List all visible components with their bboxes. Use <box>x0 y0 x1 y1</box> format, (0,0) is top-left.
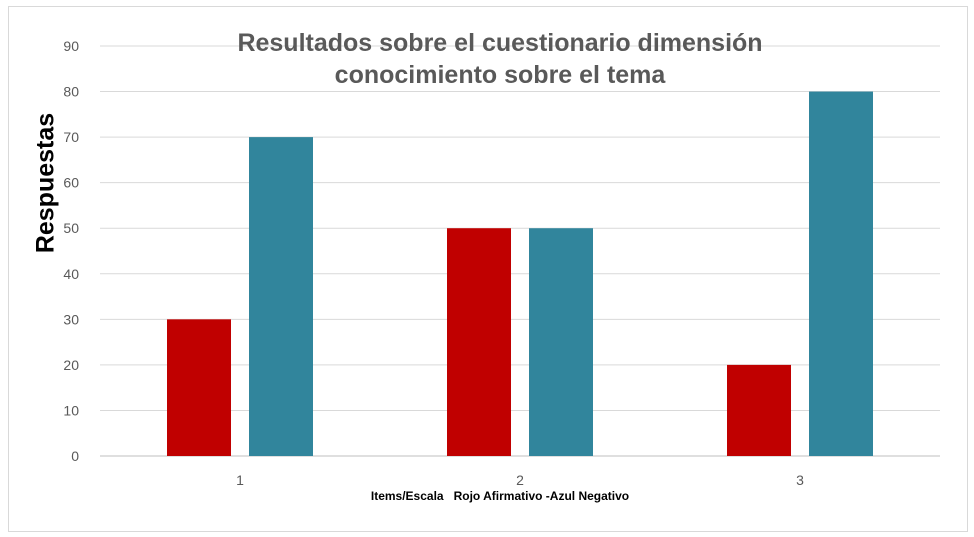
y-tick-label: 60 <box>63 175 79 191</box>
bars <box>167 91 873 457</box>
bar-series-1-category-2 <box>447 228 511 456</box>
bar-series-2-category-3 <box>809 91 873 457</box>
bar-series-1-category-1 <box>167 319 231 456</box>
y-axis-label: Respuestas <box>31 112 60 254</box>
y-tick-label: 20 <box>63 357 79 373</box>
y-tick-label: 10 <box>63 402 79 418</box>
chart-title-line-1: Resultados sobre el cuestionario dimensi… <box>237 29 763 57</box>
gridlines <box>100 45 940 457</box>
bar-series-1-category-3 <box>727 364 791 456</box>
bar-series-2-category-2 <box>529 228 593 456</box>
chart-frame <box>8 6 968 532</box>
x-tick-label: 1 <box>236 472 244 488</box>
x-tick-label: 3 <box>796 472 804 488</box>
y-tick-label: 70 <box>63 129 79 145</box>
y-tick-label: 50 <box>63 220 79 236</box>
y-tick-label: 30 <box>63 311 79 327</box>
x-tick-labels: 1 2 3 <box>236 472 804 488</box>
x-axis-label: Items/Escala Rojo Afirmativo -Azul Negat… <box>370 489 630 503</box>
y-tick-label: 0 <box>71 448 79 464</box>
y-axis-label-box: Respuestas <box>18 108 74 258</box>
bar-series-2-category-1 <box>249 137 313 456</box>
y-tick-labels: 0 10 20 30 40 50 60 70 80 90 <box>63 38 79 464</box>
y-tick-label: 80 <box>63 84 79 100</box>
chart-title-line-2: conocimiento sobre el tema <box>334 61 666 89</box>
y-tick-label: 90 <box>63 38 79 54</box>
x-tick-label: 2 <box>516 472 524 488</box>
y-tick-label: 40 <box>63 266 79 282</box>
